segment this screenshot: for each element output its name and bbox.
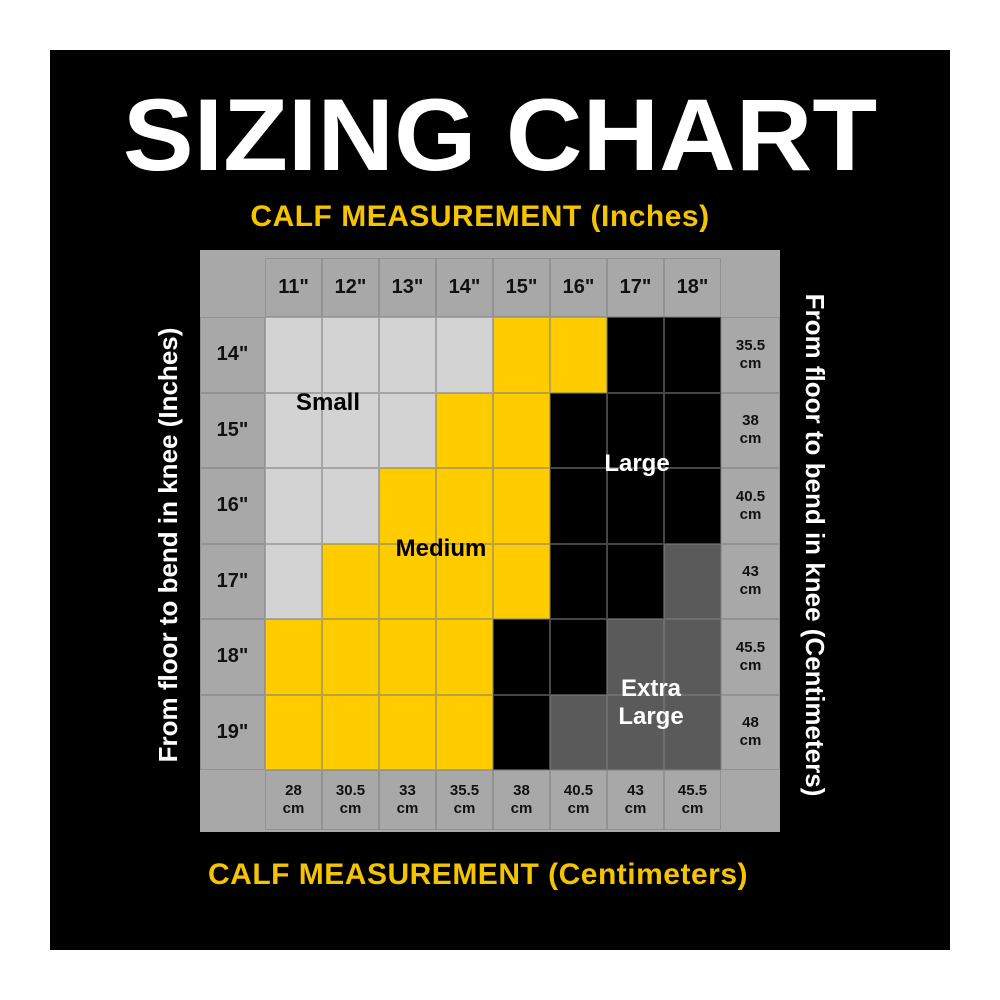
size-cell — [322, 543, 379, 619]
row-header: 17" — [200, 543, 265, 619]
size-cell — [436, 468, 493, 544]
size-cell — [550, 694, 607, 770]
size-cell — [550, 392, 607, 468]
size-cell — [607, 694, 664, 770]
size-cell — [379, 392, 436, 468]
size-cell — [664, 543, 721, 619]
size-cell — [436, 694, 493, 770]
column-cm: 45.5 cm — [664, 770, 721, 830]
title: SIZING CHART — [122, 78, 878, 192]
size-cell — [493, 694, 550, 770]
size-cell — [664, 619, 721, 695]
size-cell — [607, 392, 664, 468]
row-cm: 45.5 cm — [721, 619, 780, 695]
size-cell — [607, 619, 664, 695]
row-cm: 35.5 cm — [721, 317, 780, 393]
top-label: CALF MEASUREMENT (Inches) — [250, 200, 710, 233]
size-cell — [664, 694, 721, 770]
size-cell — [265, 468, 322, 544]
size-cell — [664, 468, 721, 544]
size-cell — [493, 468, 550, 544]
size-label: Small — [295, 389, 361, 416]
size-cell — [607, 543, 664, 619]
size-cell — [550, 317, 607, 393]
left-label: From floor to bend in knee (Inches) — [153, 327, 183, 763]
size-cell — [322, 619, 379, 695]
size-cell — [493, 619, 550, 695]
row-header: 14" — [200, 317, 265, 393]
column-cm: 43 cm — [607, 770, 664, 830]
column-header: 13" — [379, 258, 436, 317]
size-cell — [436, 619, 493, 695]
size-label: Large — [604, 450, 670, 477]
row-header: 19" — [200, 694, 265, 770]
size-cell — [436, 317, 493, 393]
column-cm: 30.5 cm — [322, 770, 379, 830]
size-cell — [550, 619, 607, 695]
size-cell — [550, 543, 607, 619]
column-header: 11" — [265, 258, 322, 317]
size-cell — [322, 694, 379, 770]
row-cm: 48 cm — [721, 694, 780, 770]
column-header: 12" — [322, 258, 379, 317]
column-cm: 38 cm — [493, 770, 550, 830]
size-cell — [493, 543, 550, 619]
column-cm: 33 cm — [379, 770, 436, 830]
size-cell — [607, 317, 664, 393]
size-cell — [379, 317, 436, 393]
size-label: Extra Large — [618, 675, 684, 730]
size-cell — [379, 619, 436, 695]
size-cell — [379, 694, 436, 770]
row-cm: 43 cm — [721, 543, 780, 619]
size-cell — [265, 543, 322, 619]
size-label: Medium — [395, 535, 487, 562]
column-header: 14" — [436, 258, 493, 317]
size-cell — [379, 543, 436, 619]
size-cell — [265, 694, 322, 770]
size-cell — [265, 392, 322, 468]
row-cm: 38 cm — [721, 392, 780, 468]
right-label: From floor to bend in knee (Centimeters) — [800, 293, 830, 797]
bottom-label: CALF MEASUREMENT (Centimeters) — [207, 858, 749, 891]
size-cell — [322, 317, 379, 393]
size-cell — [607, 468, 664, 544]
size-cell — [436, 392, 493, 468]
size-cell — [493, 392, 550, 468]
size-cell — [265, 317, 322, 393]
row-header: 15" — [200, 392, 265, 468]
column-header: 17" — [607, 258, 664, 317]
size-cell — [322, 468, 379, 544]
row-cm: 40.5 cm — [721, 468, 780, 544]
size-cell — [664, 392, 721, 468]
size-cell — [493, 317, 550, 393]
row-header: 16" — [200, 468, 265, 544]
size-cell — [322, 392, 379, 468]
size-cell — [265, 619, 322, 695]
column-cm: 35.5 cm — [436, 770, 493, 830]
row-header: 18" — [200, 619, 265, 695]
size-cell — [550, 468, 607, 544]
column-header: 16" — [550, 258, 607, 317]
size-cell — [664, 317, 721, 393]
size-cell — [379, 468, 436, 544]
column-cm: 28 cm — [265, 770, 322, 830]
column-cm: 40.5 cm — [550, 770, 607, 830]
column-header: 18" — [664, 258, 721, 317]
column-header: 15" — [493, 258, 550, 317]
size-cell — [436, 543, 493, 619]
